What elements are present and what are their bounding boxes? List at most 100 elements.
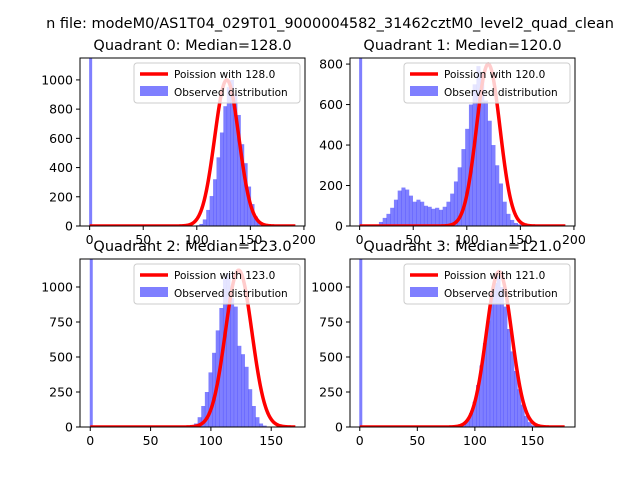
histogram-bar xyxy=(219,132,224,226)
histogram-bar xyxy=(465,420,470,427)
histogram-bar xyxy=(212,352,217,427)
histogram-bar xyxy=(201,406,206,427)
plot-area xyxy=(88,58,297,226)
subplot-title: Quadrant 0: Median=128.0 xyxy=(93,38,291,54)
histogram-bar xyxy=(390,207,395,226)
legend-box xyxy=(133,263,301,305)
histogram-bar xyxy=(262,425,267,427)
histogram-bar xyxy=(510,219,515,226)
histogram-bar xyxy=(453,181,458,226)
histogram-bar xyxy=(469,413,473,427)
histogram-bar xyxy=(233,93,238,226)
histogram-bar xyxy=(493,282,498,427)
subplot-title: Quadrant 1: Median=120.0 xyxy=(363,38,561,54)
histogram-bar xyxy=(435,207,440,226)
legend-box xyxy=(403,263,571,305)
legend-line-label: Poission with 123.0 xyxy=(174,270,275,282)
y-tick-label: 600 xyxy=(319,97,343,112)
histogram-bar xyxy=(401,187,406,226)
y-tick-label: 0 xyxy=(335,219,343,234)
legend-line-label: Poission with 121.0 xyxy=(444,270,545,282)
y-tick-label: 800 xyxy=(319,57,343,72)
histogram-bar xyxy=(208,372,213,427)
histogram-bar xyxy=(223,106,228,226)
legend-hist-label: Observed distribution xyxy=(444,288,558,300)
histogram-bar xyxy=(386,213,391,226)
histogram-bar xyxy=(209,196,214,226)
subplot-quadrant-0: 0 50 100 150 200 0 200 400 600 800 1000 Quadrant 0:… xyxy=(41,38,316,247)
histogram-bar xyxy=(498,183,503,226)
histogram-bar xyxy=(500,287,504,427)
x-tick-label: 150 xyxy=(508,232,532,247)
histogram-bar xyxy=(495,165,500,226)
histogram-bar-zero xyxy=(359,58,363,226)
histogram-bar xyxy=(197,417,202,427)
histogram-bar xyxy=(255,417,260,427)
axes-frame xyxy=(349,258,576,428)
histogram-bar xyxy=(517,389,522,427)
plot-area xyxy=(358,259,566,427)
legend-hist-swatch xyxy=(140,287,168,297)
histogram-bar xyxy=(514,371,518,427)
histogram-bar xyxy=(491,145,496,226)
y-tick-label: 500 xyxy=(49,350,73,365)
histogram-bar xyxy=(450,193,455,226)
histogram-bar xyxy=(503,306,508,427)
histogram-bar xyxy=(476,385,480,427)
histogram-bar xyxy=(204,392,209,427)
legend-box xyxy=(133,62,301,104)
poisson-curve xyxy=(88,78,297,226)
histogram-bar xyxy=(226,87,231,226)
histogram-bar xyxy=(237,114,241,226)
legend-hist-swatch xyxy=(410,86,438,96)
y-tick-label: 500 xyxy=(319,350,343,365)
histogram-bar xyxy=(222,278,227,427)
x-tick-label: 100 xyxy=(463,433,487,448)
histogram-bar xyxy=(244,366,249,427)
histogram-bar xyxy=(476,66,481,226)
legend-box xyxy=(403,62,571,104)
histogram-bar xyxy=(412,201,417,226)
histogram-bar xyxy=(230,298,235,427)
histogram-bar xyxy=(420,201,425,226)
y-tick-label: 400 xyxy=(319,138,343,153)
legend-hist-label: Observed distribution xyxy=(174,87,288,99)
histogram-bar xyxy=(506,213,511,226)
x-tick-label: 50 xyxy=(405,232,421,247)
poisson-curve xyxy=(358,269,566,427)
histogram-bar-zero xyxy=(89,58,93,226)
plot-area xyxy=(358,58,567,226)
y-tick-label: 250 xyxy=(319,385,343,400)
histogram-bar xyxy=(517,224,522,226)
histogram-bar xyxy=(237,345,242,427)
histogram-bar xyxy=(489,298,494,427)
histogram-bar xyxy=(243,163,248,226)
x-tick-label: 200 xyxy=(562,232,586,247)
histogram-bar xyxy=(486,320,491,427)
x-tick-label: 100 xyxy=(455,232,479,247)
histogram-bar-zero xyxy=(89,259,93,427)
histogram-bar xyxy=(513,222,518,226)
histogram-bar xyxy=(202,219,207,226)
legend: Poission with 128.0 Observed distribution xyxy=(133,62,301,104)
histogram-bar xyxy=(408,195,413,226)
histogram-bar xyxy=(233,306,238,427)
histogram-bar xyxy=(461,149,466,226)
y-tick-label: 1000 xyxy=(41,72,73,87)
histogram-bar xyxy=(427,206,432,226)
x-tick-label: 0 xyxy=(86,433,94,448)
histogram-bar xyxy=(446,201,451,226)
y-tick-label: 400 xyxy=(49,160,73,175)
histogram-bar xyxy=(496,275,501,427)
x-tick-label: 100 xyxy=(199,433,223,448)
axes-frame xyxy=(79,57,306,227)
histogram-bar xyxy=(251,406,256,427)
subplot-quadrant-1: 0 50 100 150 200 0 200 400 600 800 Quadrant 1: Med… xyxy=(319,38,586,247)
x-tick-label: 150 xyxy=(520,433,544,448)
y-tick-label: 200 xyxy=(49,189,73,204)
legend-line-label: Poission with 128.0 xyxy=(174,69,275,81)
histogram-bar xyxy=(431,208,436,226)
axes-frame xyxy=(79,258,306,428)
histogram-bar xyxy=(416,199,421,226)
histogram-bar xyxy=(206,209,210,226)
